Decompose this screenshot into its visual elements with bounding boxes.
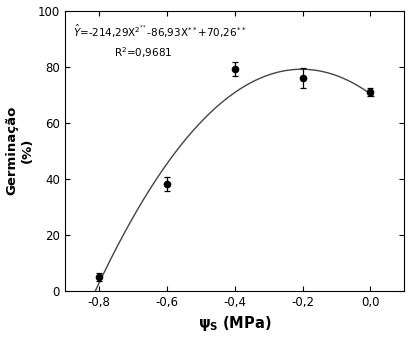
Y-axis label: Germinação
(%): Germinação (%) <box>6 106 34 196</box>
Text: R$^2$=0,9681: R$^2$=0,9681 <box>114 46 172 60</box>
X-axis label: $\mathbf{\psi_S}$ $\mathbf{(MPa)}$: $\mathbf{\psi_S}$ $\mathbf{(MPa)}$ <box>198 315 271 334</box>
Text: $\hat{Y}$=-214,29X$^{2^{**}}$-86,93X$^{**}$+70,26$^{**}$: $\hat{Y}$=-214,29X$^{2^{**}}$-86,93X$^{*… <box>73 23 246 40</box>
